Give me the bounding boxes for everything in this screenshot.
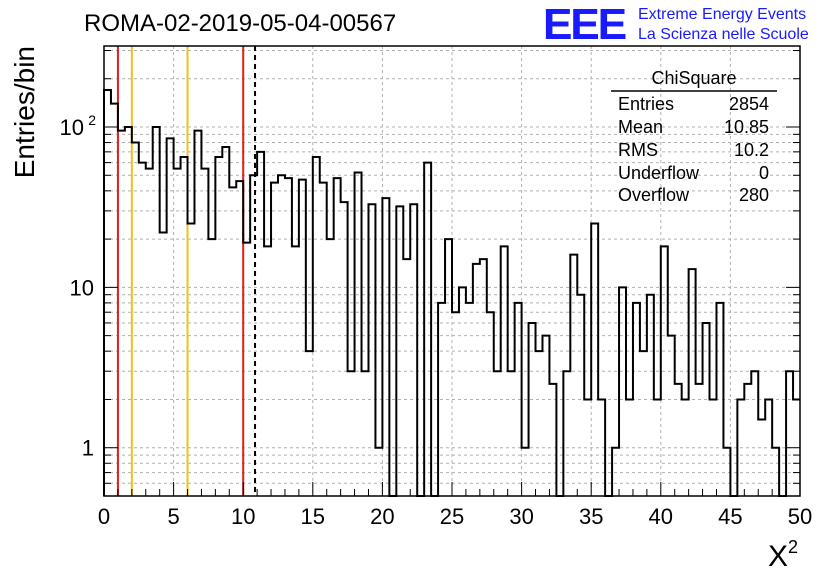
- y-axis-label: Entries/bin: [9, 46, 40, 178]
- stats-value-mean: 10.85: [724, 117, 769, 137]
- x-axis-label: X2: [768, 537, 798, 572]
- stats-title: ChiSquare: [651, 68, 736, 88]
- x-tick-label: 20: [370, 504, 394, 529]
- stats-value-rms: 10.2: [734, 140, 769, 160]
- stats-label-underflow: Underflow: [618, 163, 700, 183]
- y-tick-label: 1: [82, 436, 94, 461]
- logo-mark: EEE: [543, 0, 627, 49]
- y-tick-label-sup: 2: [88, 112, 96, 128]
- x-tick-label: 0: [98, 504, 110, 529]
- logo-line-1: Extreme Energy Events: [638, 6, 807, 23]
- stats-label-rms: RMS: [618, 140, 658, 160]
- x-tick-label: 5: [167, 504, 179, 529]
- y-tick-label: 10: [60, 115, 84, 140]
- reference-lines: [116, 46, 257, 496]
- stats-label-entries: Entries: [618, 94, 674, 114]
- x-axis-label-main: X: [768, 540, 788, 572]
- x-axis-label-sup: 2: [788, 537, 798, 557]
- x-tick-label: 35: [579, 504, 603, 529]
- chart-title: ROMA-02-2019-05-04-00567: [84, 10, 397, 37]
- x-tick-label: 10: [231, 504, 255, 529]
- stats-label-mean: Mean: [618, 117, 663, 137]
- stats-value-overflow: 280: [739, 185, 769, 205]
- histogram-step-line: [103, 89, 800, 497]
- x-tick-label: 25: [440, 504, 464, 529]
- x-tick-label: 50: [788, 504, 812, 529]
- x-tick-label: 40: [649, 504, 673, 529]
- stats-value-entries: 2854: [729, 94, 769, 114]
- x-tick-label: 45: [718, 504, 742, 529]
- stats-value-underflow: 0: [759, 163, 769, 183]
- logo-line-2: La Scienza nelle Scuole: [638, 26, 809, 43]
- stats-box: ChiSquare Entries 2854 Mean 10.85 RMS 10…: [611, 68, 777, 205]
- x-tick-label: 30: [509, 504, 533, 529]
- y-tick-label: 10: [70, 275, 94, 300]
- x-tick-label: 15: [301, 504, 325, 529]
- stats-label-overflow: Overflow: [618, 185, 690, 205]
